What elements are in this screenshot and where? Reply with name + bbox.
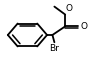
Text: O: O [66,4,73,13]
Text: O: O [80,22,87,31]
Text: Br: Br [49,44,59,53]
